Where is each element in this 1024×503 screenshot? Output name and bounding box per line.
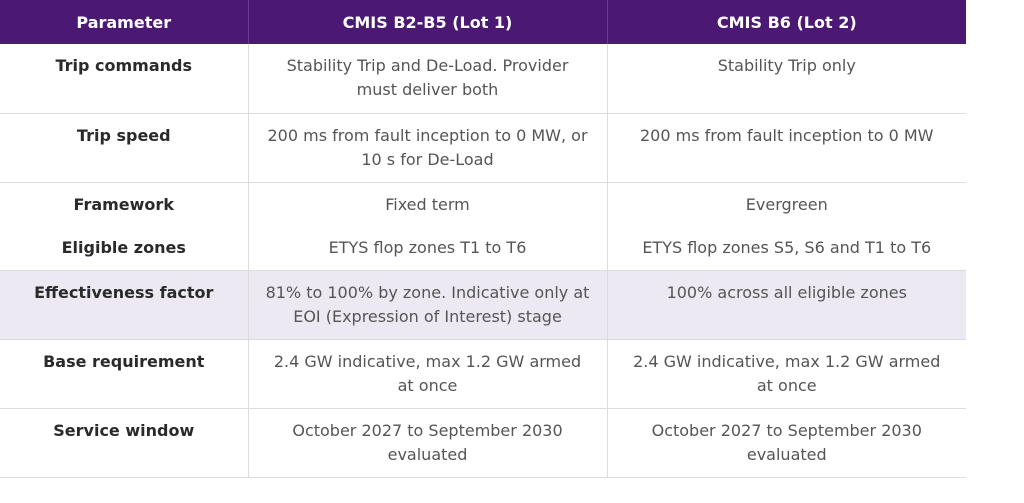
value-cell: 200 ms from fault inception to 0 MW xyxy=(607,113,966,183)
table-row: Service window October 2027 to September … xyxy=(0,408,966,478)
value-cell: October 2027 to September 2030 evaluated xyxy=(607,408,966,478)
parameter-cell: Framework xyxy=(0,182,249,226)
parameter-cell: Service window xyxy=(0,408,249,478)
parameter-cell: Trip commands xyxy=(0,44,249,114)
table-row: Trip commands Stability Trip and De-Load.… xyxy=(0,44,966,114)
table-row: Eligible zones ETYS flop zones T1 to T6 ET… xyxy=(0,226,966,271)
value-cell: Evergreen xyxy=(745,194,828,214)
value-cell: October 2027 to September 2030 evaluated xyxy=(248,408,608,478)
parameter-cell: Trip speed xyxy=(0,113,249,183)
value-cell: 2.4 GW indicative, max 1.2 GW armed at o… xyxy=(607,339,966,409)
header-cell: Parameter xyxy=(0,0,249,44)
value-cell: Stability Trip only xyxy=(607,44,966,114)
parameter-cell: Effectiveness factor xyxy=(0,270,249,340)
parameter-cell: Base requirement xyxy=(0,339,249,409)
value-cell: 81% to 100% by zone. Indicative only at … xyxy=(248,270,608,340)
table-row: Trip speed 200 ms from fault inception to… xyxy=(0,113,966,183)
header-cell: CMIS B6 (Lot 2) xyxy=(607,0,966,44)
comparison-table: Parameter CMIS B2-B5 (Lot 1) CMIS B6 (Lo… xyxy=(0,0,966,478)
value-cell: 200 ms from fault inception to 0 MW, or … xyxy=(248,113,608,183)
table-row: Base requirement 2.4 GW indicative, max 1… xyxy=(0,339,966,409)
table-row: Framework Fixed term Evergreen xyxy=(0,182,966,226)
header-cell: CMIS B2-B5 (Lot 1) xyxy=(248,0,608,44)
value-cell: ETYS flop zones T1 to T6 xyxy=(248,226,608,271)
value-cell: 2.4 GW indicative, max 1.2 GW armed at o… xyxy=(248,339,608,409)
value-cell: ETYS flop zones S5, S6 and T1 to T6 xyxy=(607,226,966,271)
table-row: Effectiveness factor 81% to 100% by zone.… xyxy=(0,270,966,340)
value-cell: Fixed term xyxy=(248,182,608,226)
value-cell: Stability Trip and De-Load. Provider mus… xyxy=(248,44,608,114)
table-body: Trip commands Stability Trip and De-Load.… xyxy=(0,44,966,478)
header-row: Parameter CMIS B2-B5 (Lot 1) CMIS B6 (Lo… xyxy=(0,0,966,44)
parameter-cell: Eligible zones xyxy=(0,226,249,271)
value-cell: 100% across all eligible zones xyxy=(607,270,966,340)
